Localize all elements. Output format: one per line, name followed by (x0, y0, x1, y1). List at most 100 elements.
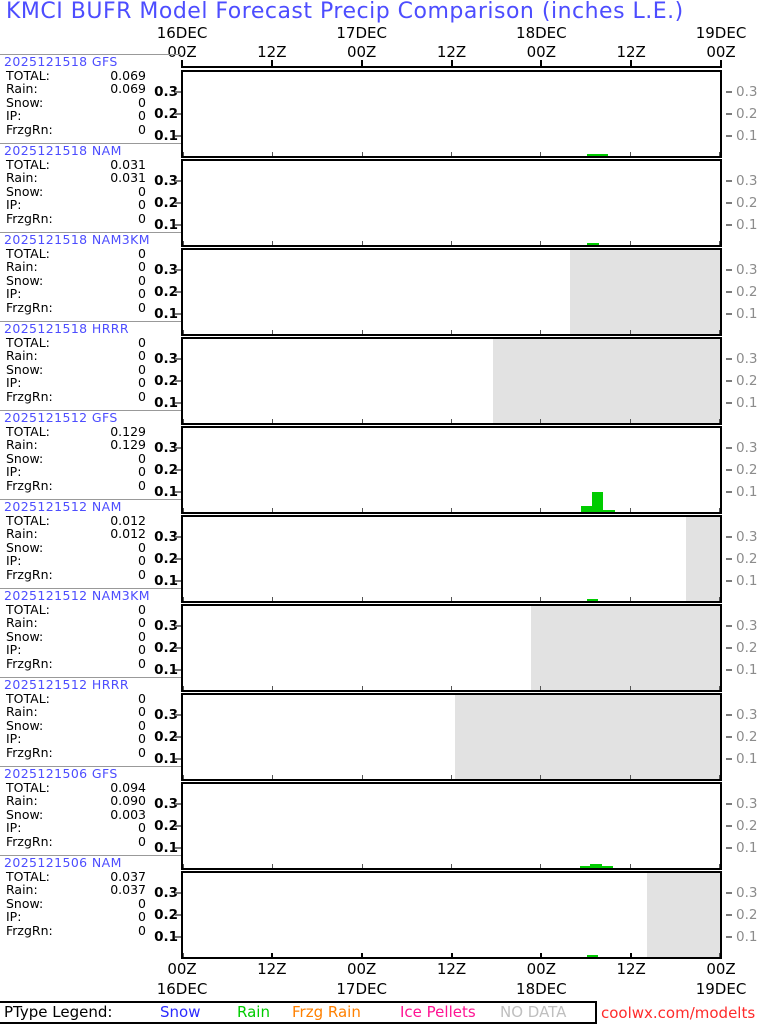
top-axis-hour-label: 00Z (167, 43, 197, 61)
y-tick-label-left: 0.1 (154, 573, 178, 589)
panel-stat-row: Snow: 0 (4, 362, 146, 376)
y-tick-label-right: 0.2 (736, 195, 758, 211)
y-axis-left-labels: 0.3 0.2 0.1 (148, 159, 181, 247)
y-axis-left-labels: 0.3 0.2 0.1 (148, 337, 181, 425)
y-axis-right-labels: 0.3 0.2 0.1 (726, 693, 768, 781)
plot-bottom-tick (361, 864, 363, 868)
plot-bottom-tick (629, 597, 631, 601)
panel-stat-key: Rain: (6, 526, 38, 542)
panel-stat-row: Snow: 0 (4, 629, 146, 643)
y-tick-label-left: 0.1 (154, 929, 178, 945)
bottom-axis-hour-label: 00Z (706, 960, 736, 978)
y-axis-right-labels: 0.3 0.2 0.1 (726, 515, 768, 603)
panel-separator (0, 232, 181, 233)
panel-stat-key: FrzgRn: (6, 121, 53, 137)
plot-bottom-tick (540, 864, 542, 868)
panel-separator (0, 588, 181, 589)
panel-stat-row: TOTAL: 0.069 (4, 69, 146, 83)
panel-stat-value: 0 (138, 655, 146, 671)
panel-model-title: 2025121518 GFS (4, 54, 118, 69)
y-tick-mark-left (175, 536, 181, 538)
panel-stat-key: IP: (6, 642, 22, 658)
y-tick-label-right: 0.2 (736, 462, 758, 478)
y-tick-mark-right (726, 758, 732, 760)
y-tick-label-left: 0.2 (154, 106, 178, 122)
precip-bar (586, 599, 598, 601)
y-tick-mark-right (726, 892, 732, 894)
panel-stat-row: FrzgRn: 0 (4, 389, 146, 403)
y-tick-mark-left (175, 313, 181, 315)
y-tick-mark-left (175, 180, 181, 182)
y-axis-right-labels: 0.3 0.2 0.1 (726, 159, 768, 247)
bottom-axis-day-label: 19DEC (695, 980, 747, 998)
panel-stat-value: 0 (138, 108, 146, 124)
y-tick-mark-right (726, 714, 732, 716)
panel-stat-key: Rain: (6, 882, 38, 898)
panel-stat-row: FrzgRn: 0 (4, 477, 146, 493)
plot-bottom-tick (719, 686, 720, 690)
y-tick-label-right: 0.3 (736, 440, 758, 456)
panel-stat-value: 0 (138, 744, 146, 760)
bottom-axis-hour-label: 00Z (346, 960, 377, 978)
plot-bottom-tick (540, 597, 542, 601)
panel-stat-key: Rain: (6, 81, 38, 97)
panel-plot-area (181, 693, 722, 781)
panel-info-block: 2025121506 NAM TOTAL: 0.037 Rain: 0.037 Snow:… (4, 856, 146, 937)
credit-link[interactable]: coolwx.com/modelts (601, 1004, 756, 1022)
bottom-axis-tick (270, 953, 273, 959)
panel-info-block: 2025121512 HRRR TOTAL: 0 Rain: 0 Snow: 0 IP: 0 Fr… (4, 678, 146, 759)
plot-bottom-tick (451, 864, 452, 868)
panel-stat-value: 0 (138, 94, 146, 110)
panel-stat-row: Snow: 0 (4, 718, 146, 732)
y-tick-label-left: 0.2 (154, 551, 178, 567)
y-axis-left-labels: 0.3 0.2 0.1 (148, 515, 181, 603)
panel-stat-value: 0 (138, 335, 146, 350)
plot-bottom-tick (183, 419, 184, 423)
panel-stat-value: 0.129 (110, 424, 146, 439)
panel-stat-row: IP: 0 (4, 465, 146, 479)
plot-bottom-tick (183, 241, 184, 245)
y-tick-label-left: 0.3 (154, 351, 178, 367)
no-data-region (493, 339, 720, 423)
panel-stat-value: 0 (138, 566, 146, 582)
plot-bottom-tick (719, 152, 720, 156)
y-tick-mark-right (726, 536, 732, 538)
panel-info-block: 2025121518 GFS TOTAL: 0.069 Rain: 0.069 Snow:… (4, 55, 146, 136)
top-axis-tick (360, 60, 363, 67)
y-tick-mark-left (175, 558, 181, 560)
y-tick-label-right: 0.1 (736, 840, 758, 856)
bottom-axis-tick (181, 953, 183, 959)
y-axis-right-labels: 0.3 0.2 0.1 (726, 871, 768, 959)
panel-stat-row: IP: 0 (4, 108, 146, 124)
plot-bottom-tick (719, 508, 720, 512)
y-tick-mark-left (175, 580, 181, 582)
y-tick-label-left: 0.1 (154, 840, 178, 856)
y-tick-mark-right (726, 469, 732, 471)
y-tick-mark-right (726, 847, 732, 849)
panel-stat-row: IP: 0 (4, 910, 146, 924)
y-tick-mark-left (175, 380, 181, 382)
plot-bottom-tick (629, 419, 631, 423)
panel-stat-value: 0 (138, 348, 146, 364)
panel-stat-key: Rain: (6, 793, 38, 809)
panel-separator (0, 143, 181, 144)
bottom-axis-tick (630, 953, 633, 959)
forecast-panel-row: 2025121518 NAM TOTAL: 0.031 Rain: 0.031 Snow:… (0, 143, 768, 247)
y-axis-right-labels: 0.3 0.2 0.1 (726, 337, 768, 425)
y-tick-mark-right (726, 647, 732, 649)
panel-stat-row: Snow: 0 (4, 184, 146, 198)
panel-stat-row: Snow: 0.003 (4, 807, 146, 821)
panel-stat-value: 0 (138, 477, 146, 493)
top-axis-tick (270, 60, 273, 67)
plot-bottom-tick (361, 152, 363, 156)
y-tick-label-left: 0.3 (154, 707, 178, 723)
y-tick-mark-right (726, 914, 732, 916)
plot-bottom-tick (183, 152, 184, 156)
plot-bottom-tick (629, 686, 631, 690)
forecast-panel-row: 2025121512 NAM3KM TOTAL: 0 Rain: 0 Snow: 0 IP: 0… (0, 588, 768, 692)
panel-stat-value: 0.031 (110, 157, 146, 172)
y-tick-mark-left (175, 758, 181, 760)
panel-stat-row: TOTAL: 0.094 (4, 781, 146, 795)
y-tick-mark-left (175, 491, 181, 493)
panel-separator (0, 54, 181, 55)
